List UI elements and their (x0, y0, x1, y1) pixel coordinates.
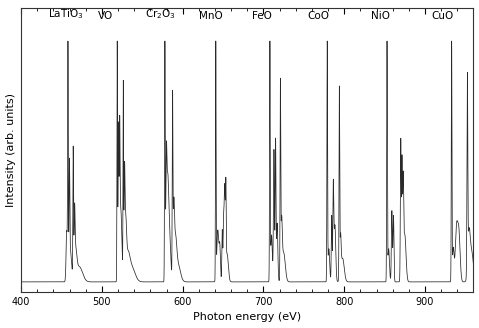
Text: NiO: NiO (371, 11, 390, 21)
Text: FeO: FeO (252, 11, 272, 21)
Y-axis label: Intensity (arb. units): Intensity (arb. units) (6, 93, 15, 207)
Text: LaTiO$_3$: LaTiO$_3$ (48, 7, 83, 21)
Text: CuO: CuO (432, 11, 454, 21)
X-axis label: Photon energy (eV): Photon energy (eV) (193, 313, 301, 322)
Text: VO: VO (98, 11, 114, 21)
Text: Cr$_2$O$_3$: Cr$_2$O$_3$ (145, 7, 175, 21)
Text: MnO: MnO (199, 11, 223, 21)
Text: CoO: CoO (308, 11, 330, 21)
